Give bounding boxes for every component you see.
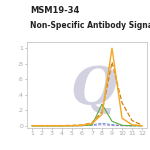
Text: Q: Q bbox=[70, 63, 116, 115]
Text: MSM19-34: MSM19-34 bbox=[30, 6, 79, 15]
Text: Non-Specific Antibody Signal <4%: Non-Specific Antibody Signal <4% bbox=[30, 21, 150, 30]
